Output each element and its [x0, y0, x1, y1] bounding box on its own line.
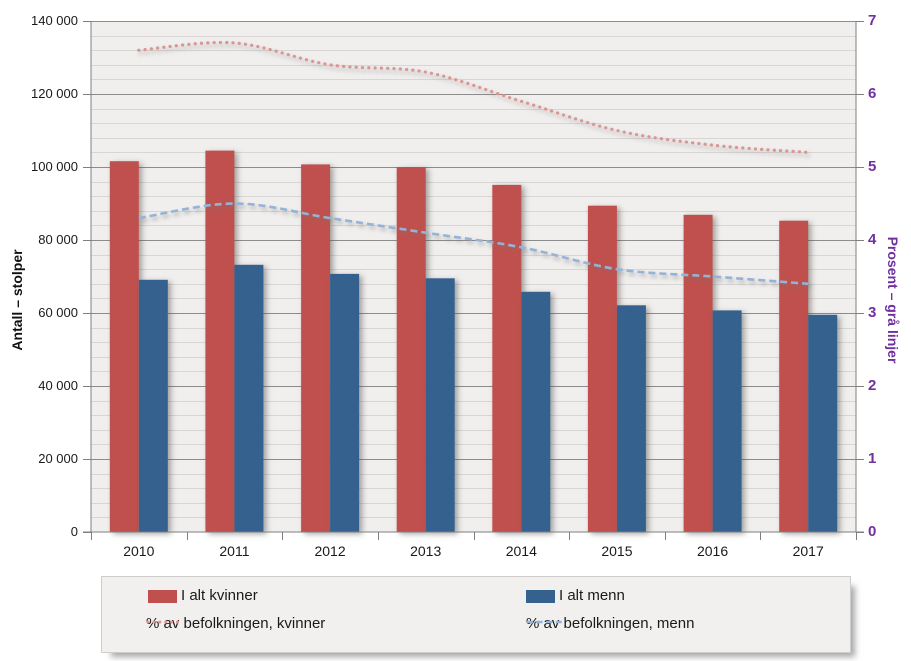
x-axis-label: 2017 — [792, 543, 824, 559]
left-axis-tick-label: 0 — [70, 524, 78, 539]
x-axis-label: 2012 — [314, 543, 346, 559]
legend-label-menn-line: % av befolkningen, menn — [526, 615, 695, 632]
legend-label-kvinner-line: % av befolkningen, kvinner — [146, 615, 326, 632]
left-axis-tick-label: 100 000 — [31, 159, 78, 174]
legend-item-menn-bar: I alt menn — [526, 587, 625, 605]
bar-2010-menn — [138, 279, 168, 532]
right-axis-tick-label: 3 — [868, 304, 877, 321]
bar-2015-kvinner — [587, 205, 617, 532]
bar-2012-kvinner — [301, 164, 331, 532]
bar-2015-menn — [616, 305, 646, 532]
legend-dotted-line-sample — [146, 620, 184, 624]
right-axis-tick-label: 4 — [868, 231, 877, 248]
bar-series-menn — [138, 264, 838, 532]
legend: I alt kvinner I alt menn % av befolkning… — [101, 576, 851, 653]
legend-swatch-kvinner-bar — [148, 589, 177, 603]
right-axis-tick-label: 5 — [868, 158, 877, 175]
bar-2016-menn — [712, 310, 742, 532]
x-axis-label: 2014 — [505, 543, 537, 559]
left-axis-title: Antall – stolper — [9, 249, 25, 351]
right-axis-tick-label: 7 — [868, 12, 877, 29]
bar-2010-kvinner — [109, 161, 139, 532]
legend-label-menn-bar: I alt menn — [559, 587, 625, 604]
left-axis-tick-label: 140 000 — [31, 13, 78, 28]
bar-2011-kvinner — [205, 150, 235, 532]
bar-2014-menn — [521, 291, 551, 532]
bar-2017-menn — [808, 314, 838, 532]
legend-label-kvinner-bar: I alt kvinner — [181, 587, 258, 604]
legend-swatch-menn-bar — [526, 589, 555, 603]
left-axis-tick-label: 120 000 — [31, 86, 78, 101]
bar-2016-kvinner — [683, 214, 713, 533]
left-axis-tick-label: 80 000 — [38, 232, 78, 247]
x-axis-label: 2011 — [219, 543, 250, 559]
x-axis-label: 2016 — [696, 543, 729, 559]
bar-2012-menn — [330, 273, 360, 532]
x-axis-label: 2013 — [410, 543, 442, 559]
left-axis-tick-label: 40 000 — [38, 378, 78, 393]
right-axis-tick-label: 2 — [868, 377, 877, 394]
bar-2013-kvinner — [396, 167, 426, 532]
legend-item-kvinner-line: % av befolkningen, kvinner — [146, 615, 325, 633]
bar-2011-menn — [234, 264, 264, 532]
left-axis-tick-label: 60 000 — [38, 305, 78, 320]
bar-2014-kvinner — [492, 184, 522, 532]
x-axis-label: 2010 — [123, 543, 155, 559]
line-kvinner-prosent — [137, 40, 810, 154]
right-axis-title: Prosent – grå linjer — [885, 236, 901, 364]
left-axis-tick-label: 20 000 — [38, 451, 78, 466]
x-axis-label: 2015 — [601, 543, 633, 559]
bar-series-kvinner — [109, 150, 809, 533]
right-axis-tick-label: 1 — [868, 450, 877, 467]
legend-item-menn-line: % av befolkningen, menn — [526, 615, 694, 633]
axes — [83, 20, 864, 540]
legend-item-kvinner-bar: I alt kvinner — [148, 587, 258, 605]
bar-2017-kvinner — [779, 220, 809, 532]
legend-dashed-line-sample — [527, 620, 563, 624]
right-axis-tick-label: 0 — [868, 523, 877, 540]
bar-2013-menn — [425, 278, 455, 532]
right-axis-tick-label: 6 — [868, 85, 877, 102]
